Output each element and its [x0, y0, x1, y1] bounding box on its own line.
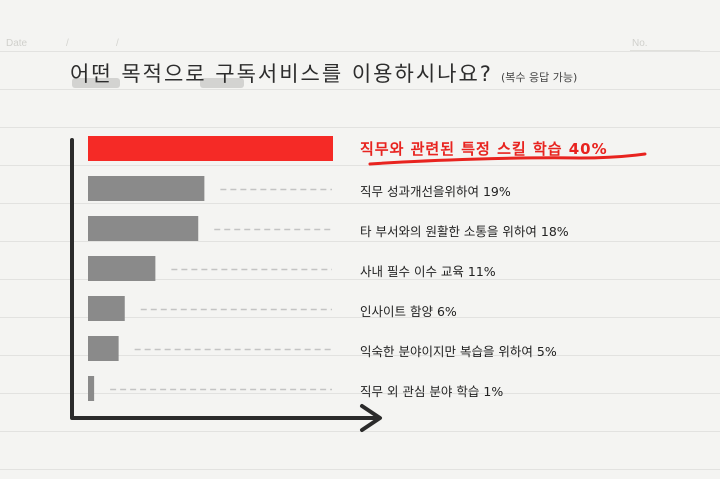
bar-label-5: 익숙한 분야이지만 복습을 위하여 5%: [360, 344, 557, 359]
title-highlight-2: [200, 78, 244, 88]
date-separator-2: /: [116, 38, 119, 49]
bars-group: [88, 136, 333, 401]
bar-label-3: 사내 필수 이수 교육 11%: [360, 264, 496, 279]
highlight-underline: [368, 152, 647, 166]
chart-title: 어떤 목적으로 구독서비스를 이용하시나요?: [70, 62, 493, 86]
title-highlight-1: [72, 78, 120, 88]
number-label: No.: [632, 38, 648, 49]
bar-label-4: 인사이트 함양 6%: [360, 304, 457, 319]
bar-label-6: 직무 외 관심 분야 학습 1%: [360, 384, 504, 399]
bar-5: [88, 336, 119, 361]
chart-axes: [70, 138, 380, 420]
bar-1: [88, 176, 205, 201]
chart-title-note: (복수 응답 가능): [500, 71, 578, 84]
chart-title-area: 어떤 목적으로 구독서비스를 이용하시나요? (복수 응답 가능): [70, 58, 577, 88]
bar-6: [88, 376, 95, 401]
bar-2: [88, 216, 199, 241]
date-separator-1: /: [66, 38, 69, 49]
date-label: Date: [6, 38, 28, 49]
notebook-header: Date / / No.: [0, 36, 720, 58]
bar-label-0: 직무와 관련된 특정 스킬 학습 40%: [360, 140, 608, 158]
bar-4: [88, 296, 125, 321]
x-axis-arrow-icon: [360, 404, 382, 432]
bar-0: [88, 136, 333, 161]
bar-label-2: 타 부서와의 원활한 소통을 위하여 18%: [360, 224, 569, 239]
leader-lines-group: [110, 188, 332, 391]
bar-label-1: 직무 성과개선을위하여 19%: [360, 184, 511, 199]
bar-3: [88, 256, 156, 281]
number-line: [630, 50, 700, 51]
